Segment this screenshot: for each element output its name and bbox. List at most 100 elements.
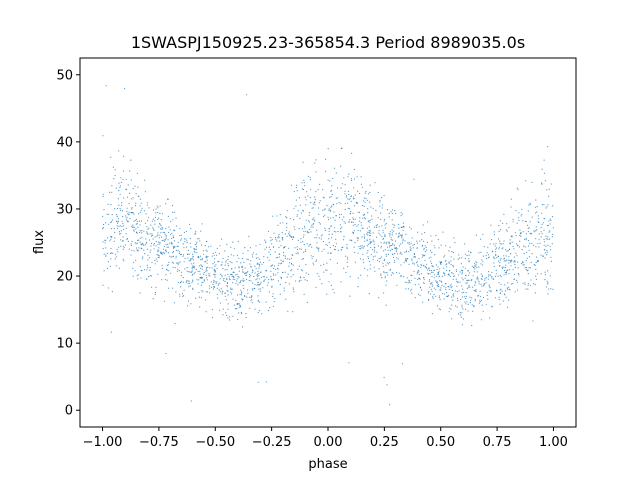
data-point	[465, 295, 468, 297]
data-point	[499, 242, 501, 244]
data-point	[308, 231, 310, 234]
data-point	[431, 251, 433, 254]
data-point	[529, 221, 531, 223]
data-point	[540, 254, 542, 256]
data-point	[293, 288, 295, 290]
data-point	[413, 253, 415, 256]
data-point	[172, 219, 174, 221]
data-point	[406, 282, 408, 284]
data-point	[451, 251, 453, 253]
data-point	[250, 260, 252, 262]
data-point	[396, 248, 398, 250]
data-point	[549, 223, 551, 225]
data-point	[232, 278, 234, 280]
data-point	[122, 170, 125, 172]
data-point	[528, 204, 530, 206]
data-point	[140, 269, 142, 271]
data-point	[252, 270, 254, 272]
data-point	[312, 262, 314, 264]
data-point	[417, 269, 419, 271]
data-point	[212, 288, 215, 290]
data-point	[178, 270, 180, 272]
data-point	[389, 404, 391, 406]
data-point	[201, 282, 203, 284]
data-point	[392, 253, 394, 255]
data-point	[224, 292, 226, 294]
data-point	[201, 223, 203, 225]
data-point	[330, 284, 332, 287]
data-point	[525, 180, 527, 182]
data-point	[391, 229, 393, 231]
data-point	[187, 300, 190, 302]
data-point	[282, 239, 284, 241]
data-point	[418, 283, 420, 285]
data-point	[547, 204, 549, 206]
data-point	[461, 288, 464, 290]
data-point	[280, 263, 282, 265]
data-point	[244, 295, 246, 297]
data-point	[482, 255, 484, 257]
data-point	[221, 238, 223, 240]
data-point	[217, 297, 219, 299]
data-point	[148, 257, 150, 259]
data-point	[455, 278, 457, 280]
data-point	[157, 243, 159, 245]
data-point	[522, 282, 524, 284]
data-point	[232, 315, 234, 317]
data-point	[410, 288, 412, 290]
data-point	[380, 212, 382, 214]
data-point	[357, 211, 359, 213]
data-point	[543, 238, 545, 241]
data-point	[308, 220, 310, 222]
data-point	[387, 249, 389, 251]
data-point	[303, 251, 305, 253]
data-point	[251, 269, 254, 271]
data-point	[538, 239, 540, 241]
data-point	[469, 272, 471, 274]
data-point	[550, 260, 553, 262]
data-point	[464, 257, 466, 260]
data-point	[116, 207, 119, 210]
data-point	[452, 266, 455, 268]
data-point	[214, 265, 216, 267]
data-point	[309, 243, 312, 245]
data-point	[384, 227, 386, 229]
data-point	[277, 267, 279, 270]
data-point	[205, 277, 208, 279]
data-point	[117, 221, 119, 223]
data-point	[500, 243, 502, 245]
data-point	[242, 271, 244, 273]
data-point	[239, 293, 241, 296]
data-point	[518, 274, 520, 276]
data-point	[362, 259, 364, 261]
data-point	[520, 235, 522, 237]
data-point	[234, 267, 236, 269]
data-point	[226, 243, 228, 245]
data-point	[190, 258, 192, 261]
data-point	[340, 231, 342, 233]
data-point	[369, 243, 371, 245]
data-point	[340, 281, 342, 283]
data-point	[155, 241, 157, 243]
data-point	[434, 254, 436, 256]
data-point	[259, 288, 261, 290]
data-point	[443, 298, 445, 300]
data-point	[457, 297, 459, 300]
data-point	[465, 291, 467, 294]
data-point	[469, 286, 471, 288]
data-point	[176, 270, 179, 272]
data-point	[538, 233, 540, 235]
data-point	[547, 270, 549, 272]
data-point	[548, 231, 550, 233]
data-point	[217, 260, 219, 262]
data-point	[359, 248, 361, 250]
data-point	[238, 270, 240, 272]
data-point	[356, 237, 358, 239]
data-point	[318, 275, 320, 277]
data-point	[402, 238, 404, 240]
data-point	[303, 230, 305, 232]
data-point	[335, 243, 337, 245]
data-point	[239, 304, 241, 306]
data-point	[506, 287, 508, 289]
data-point	[529, 203, 531, 205]
